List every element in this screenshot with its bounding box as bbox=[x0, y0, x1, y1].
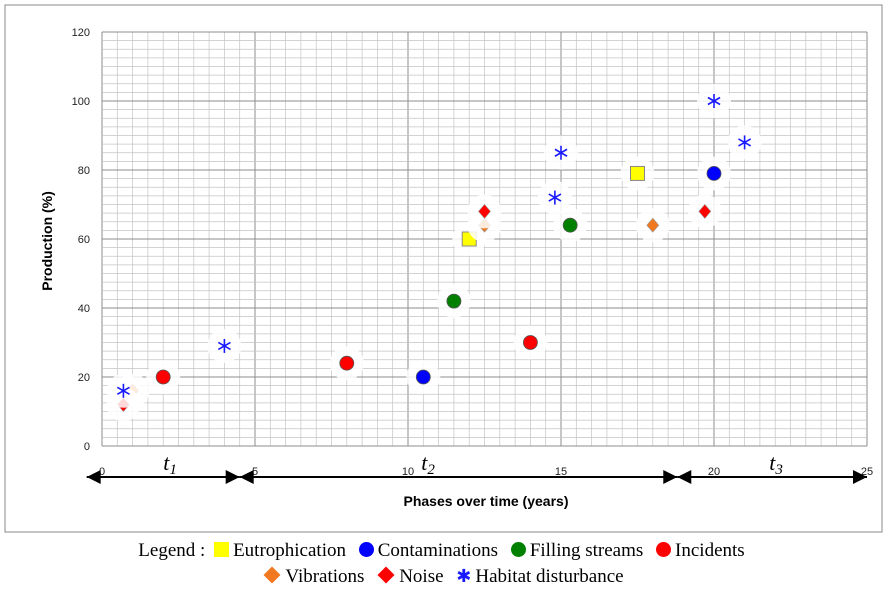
phase-arrow-head-left bbox=[239, 470, 254, 484]
data-point-contaminations bbox=[406, 360, 441, 394]
data-point-incidents bbox=[329, 346, 364, 381]
circle-marker bbox=[339, 355, 355, 371]
red-diamond-icon bbox=[377, 566, 395, 584]
diamond-marker bbox=[698, 203, 712, 219]
yellow-square-icon bbox=[214, 542, 230, 557]
data-point-eutrophication bbox=[620, 156, 655, 191]
data-point-noise bbox=[467, 194, 502, 229]
data-point-habitat-disturbance bbox=[106, 373, 141, 408]
square-marker bbox=[630, 165, 645, 181]
circle-marker bbox=[523, 335, 538, 350]
star-stroke bbox=[738, 138, 752, 147]
legend-item-contaminations: Contaminations bbox=[358, 540, 503, 561]
chart-frame bbox=[4, 4, 883, 533]
legend-item-habitat-disturbance: ✱ Habitat disturbance bbox=[456, 566, 623, 587]
orange-diamond-icon bbox=[263, 566, 281, 584]
star-stroke bbox=[217, 341, 231, 351]
blue-circle-icon bbox=[358, 542, 374, 557]
y-axis-title: Production (%) bbox=[39, 191, 55, 291]
phase-arrow-head-right bbox=[225, 470, 240, 484]
legend-label: Filling streams bbox=[529, 540, 644, 561]
star-stroke bbox=[116, 386, 130, 395]
data-point-filling-streams bbox=[436, 284, 471, 319]
data-point-noise bbox=[687, 194, 722, 229]
phase-arrow-head-right bbox=[853, 470, 867, 484]
data-point-habitat-disturbance bbox=[727, 125, 762, 160]
y-tick-label: 20 bbox=[78, 372, 90, 384]
star-stroke bbox=[554, 148, 568, 157]
x-tick-label: 10 bbox=[402, 466, 414, 478]
legend-row-2: Vibrations Noise ✱ Habitat disturbance bbox=[0, 566, 887, 588]
data-point-habitat-disturbance bbox=[537, 180, 572, 215]
data-point-habitat-disturbance bbox=[544, 135, 578, 170]
circle-marker bbox=[706, 166, 722, 181]
legend-label: Contaminations bbox=[377, 540, 499, 561]
data-point-contaminations bbox=[697, 156, 731, 191]
y-tick-label: 60 bbox=[78, 234, 90, 246]
red-circle-icon bbox=[656, 542, 672, 557]
x-tick-label: 5 bbox=[252, 466, 258, 478]
circle-marker bbox=[562, 217, 578, 233]
legend-label: Incidents bbox=[675, 540, 745, 561]
phase-label: t1 bbox=[163, 450, 177, 478]
legend-item-eutrophication: Eutrophication bbox=[214, 540, 351, 561]
y-tick-label: 40 bbox=[78, 303, 90, 315]
legend-label: Noise bbox=[399, 566, 444, 587]
legend-label: Habitat disturbance bbox=[475, 566, 624, 587]
circle-marker bbox=[415, 369, 431, 385]
diamond-marker bbox=[646, 217, 660, 233]
scatter-chart: 0 20 40 60 80 100 120 0 5 10 15 20 25 t1 t2 t3 Product… bbox=[4, 4, 883, 533]
phase-arrows: t1 t2 t3 bbox=[86, 450, 867, 484]
phase-label: t3 bbox=[769, 450, 783, 478]
legend-label: Eutrophication bbox=[233, 540, 346, 561]
diamond-marker bbox=[478, 203, 491, 219]
phase-label: t2 bbox=[421, 450, 435, 478]
star-stroke bbox=[707, 96, 721, 106]
legend-item-vibrations: Vibrations bbox=[263, 566, 369, 587]
tick-labels: 0 20 40 60 80 100 120 0 5 10 15 20 25 bbox=[72, 27, 873, 478]
x-tick-label: 25 bbox=[861, 466, 873, 478]
x-axis-title: Phases over time (years) bbox=[404, 493, 569, 509]
y-tick-label: 120 bbox=[72, 27, 90, 39]
legend-item-filling-streams: Filling streams bbox=[510, 540, 648, 561]
x-tick-label: 0 bbox=[99, 466, 105, 478]
data-point-vibrations bbox=[635, 208, 670, 243]
legend-label: Vibrations bbox=[285, 566, 365, 587]
star-stroke bbox=[548, 193, 562, 202]
data-point-incidents bbox=[146, 360, 181, 394]
legend-prefix: Legend : bbox=[138, 540, 211, 561]
phase-arrow-head-left bbox=[86, 470, 101, 484]
legend-item-noise: Noise bbox=[377, 566, 448, 587]
green-circle-icon bbox=[510, 542, 526, 557]
data-points bbox=[106, 84, 762, 422]
grid bbox=[101, 31, 868, 447]
phase-arrow-head-right bbox=[663, 470, 678, 484]
data-point-habitat-disturbance bbox=[207, 328, 242, 363]
circle-marker bbox=[446, 293, 462, 309]
y-tick-label: 80 bbox=[78, 165, 90, 177]
y-tick-label: 100 bbox=[72, 96, 90, 108]
phase-arrow-head-left bbox=[677, 470, 692, 484]
circle-marker bbox=[155, 369, 171, 385]
legend-item-incidents: Incidents bbox=[656, 540, 745, 561]
asterisk-icon: ✱ bbox=[456, 566, 472, 587]
legend-row-1: Legend : Eutrophication Contaminations F… bbox=[0, 540, 887, 562]
data-point-filling-streams bbox=[553, 208, 588, 243]
x-tick-label: 15 bbox=[555, 466, 567, 478]
x-tick-label: 20 bbox=[708, 466, 720, 478]
y-tick-label: 0 bbox=[84, 441, 90, 453]
data-point-habitat-disturbance bbox=[697, 84, 731, 118]
data-point-incidents bbox=[513, 325, 548, 360]
